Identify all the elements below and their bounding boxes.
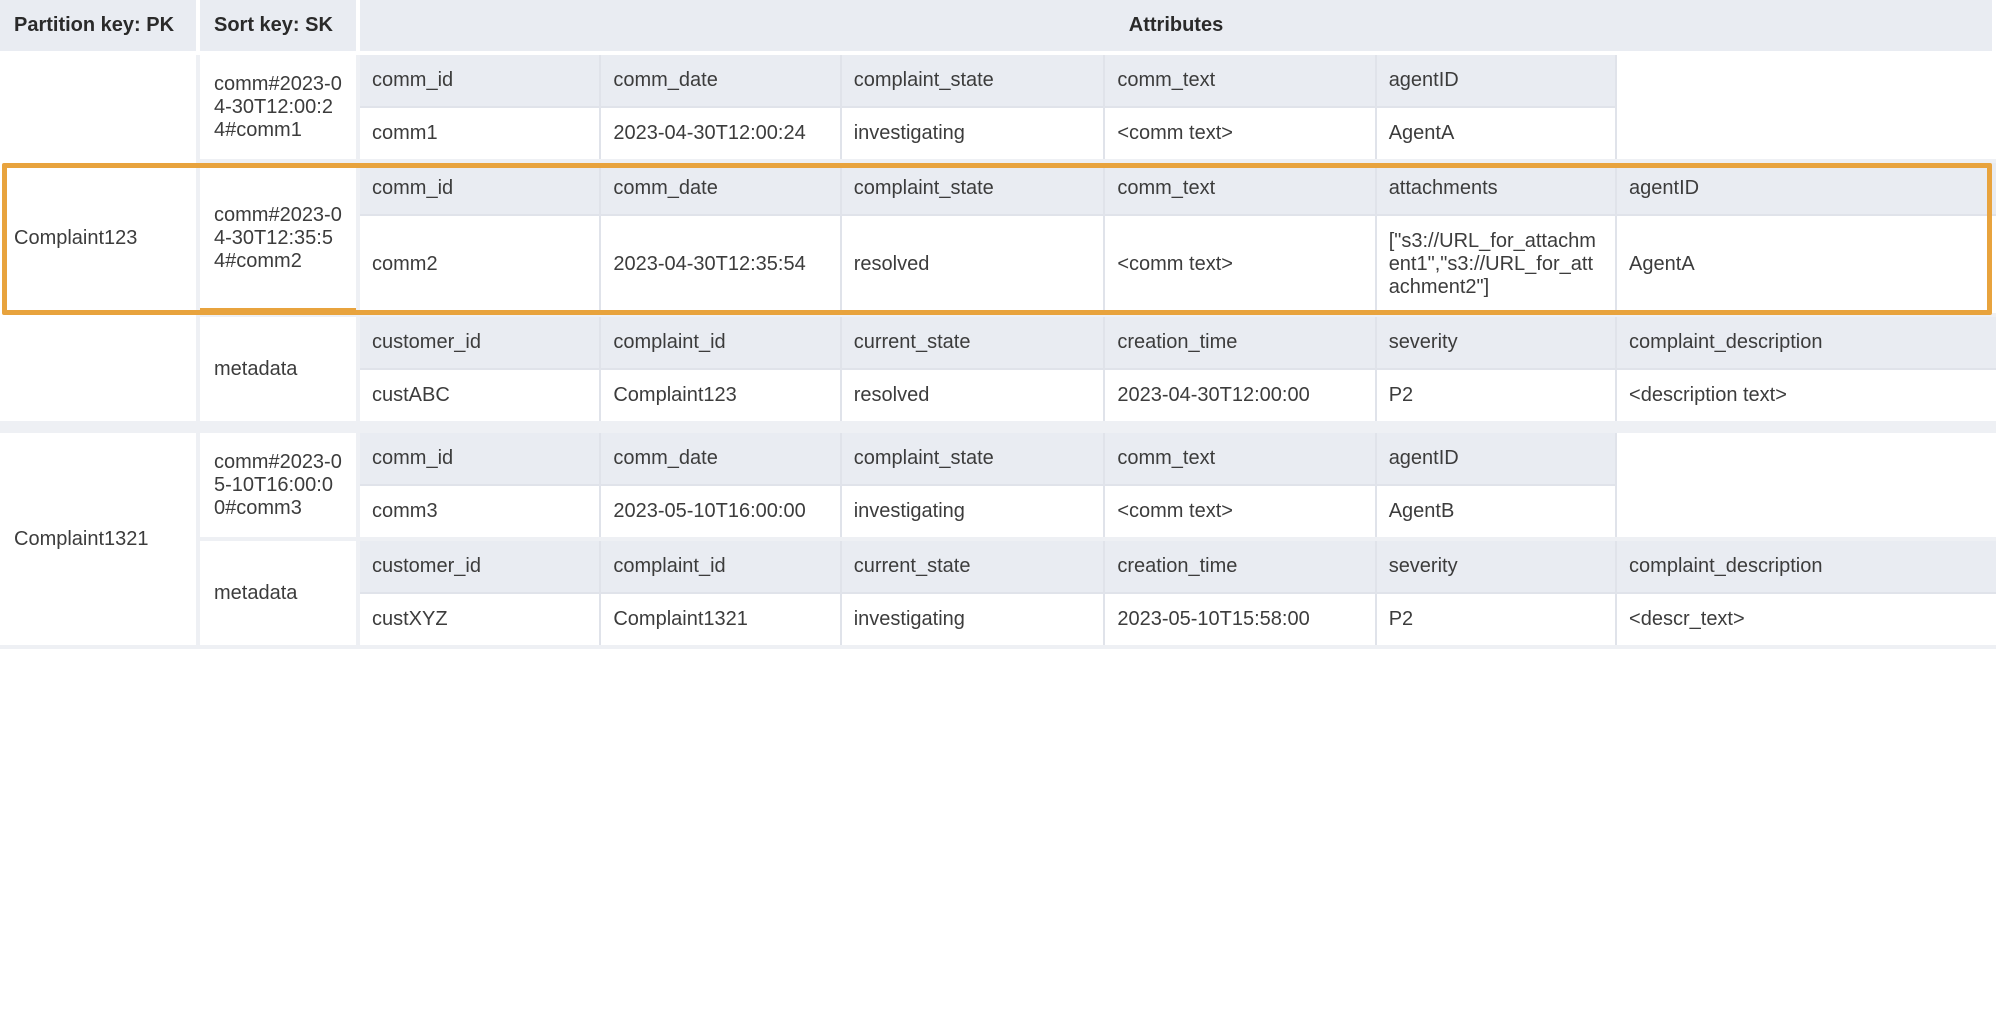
attr-header: complaint_state [841,433,1105,485]
attr-value: 2023-05-10T15:58:00 [1104,593,1375,645]
attr-value: 2023-04-30T12:00:24 [600,107,840,159]
attr-value: comm1 [360,107,600,159]
table-row: comm#2023-04-30T12:35:54#comm2comm_idcom… [0,163,1996,317]
attr-value: 2023-05-10T16:00:00 [600,485,840,537]
attr-value: <comm text> [1104,485,1375,537]
attr-header: comm_id [360,433,600,485]
attr-header: complaint_description [1616,317,1996,369]
table-header-row: Partition key: PK Sort key: SK Attribute… [0,0,1996,55]
sk-cell: comm#2023-04-30T12:35:54#comm2 [200,163,360,317]
attr-value [1616,485,1996,537]
attr-header: comm_id [360,163,600,215]
attr-header: agentID [1376,433,1616,485]
attr-value [1616,107,1996,159]
attr-header: current_state [841,541,1105,593]
attributes-cell: comm_idcomm_datecomplaint_statecomm_text… [360,163,1996,317]
header-attributes: Attributes [360,0,1996,55]
attr-header: comm_date [600,163,840,215]
attr-header-row: customer_idcomplaint_idcurrent_statecrea… [360,541,1996,593]
attr-header: complaint_id [600,317,840,369]
attr-value: 2023-04-30T12:00:00 [1104,369,1375,421]
attributes-cell: comm_idcomm_datecomplaint_statecomm_text… [360,55,1996,163]
attr-value: <comm text> [1104,107,1375,159]
sk-cell: metadata [200,541,360,649]
attr-value: Complaint1321 [600,593,840,645]
attr-value: custABC [360,369,600,421]
dynamodb-table: Partition key: PK Sort key: SK Attribute… [0,0,1996,649]
attr-value: comm3 [360,485,600,537]
attr-value: <descr_text> [1616,593,1996,645]
attr-header: customer_id [360,317,600,369]
sk-cell: comm#2023-05-10T16:00:00#comm3 [200,433,360,541]
attr-value: AgentA [1376,107,1616,159]
group-gap [0,425,1996,433]
attr-value-row: comm32023-05-10T16:00:00investigating<co… [360,485,1996,537]
attr-value: investigating [841,485,1105,537]
attr-header: comm_id [360,55,600,107]
table-row: metadatacustomer_idcomplaint_idcurrent_s… [0,541,1996,649]
attr-value: ["s3://URL_for_attachment1","s3://URL_fo… [1376,215,1616,313]
attr-value: investigating [841,593,1105,645]
attr-value: investigating [841,107,1105,159]
attr-header: complaint_state [841,163,1105,215]
attr-header: comm_text [1104,433,1375,485]
attr-value: custXYZ [360,593,600,645]
attr-header: creation_time [1104,317,1375,369]
attr-value-row: comm22023-04-30T12:35:54resolved<comm te… [360,215,1996,313]
table-row: metadatacustomer_idcomplaint_idcurrent_s… [0,317,1996,425]
attr-header: comm_date [600,433,840,485]
attr-value: AgentA [1616,215,1996,313]
attr-value-row: custABCComplaint123resolved2023-04-30T12… [360,369,1996,421]
attributes-cell: customer_idcomplaint_idcurrent_statecrea… [360,317,1996,425]
attr-header: comm_text [1104,55,1375,107]
attributes-cell: customer_idcomplaint_idcurrent_statecrea… [360,541,1996,649]
attr-value-row: custXYZComplaint1321investigating2023-05… [360,593,1996,645]
attr-header-row: customer_idcomplaint_idcurrent_statecrea… [360,317,1996,369]
pk-cell: Complaint1321 [0,433,200,649]
pk-cell: Complaint123 [0,55,200,425]
attr-header: comm_date [600,55,840,107]
attr-value: AgentB [1376,485,1616,537]
sk-cell: metadata [200,317,360,425]
attr-value: <description text> [1616,369,1996,421]
attr-header: comm_text [1104,163,1375,215]
attr-header: severity [1376,541,1616,593]
table-row: Complaint1321comm#2023-05-10T16:00:00#co… [0,433,1996,541]
attr-value: comm2 [360,215,600,313]
attr-value: resolved [841,215,1105,313]
attributes-cell: comm_idcomm_datecomplaint_statecomm_text… [360,433,1996,541]
attr-value: resolved [841,369,1105,421]
header-sk: Sort key: SK [200,0,360,55]
sk-cell: comm#2023-04-30T12:00:24#comm1 [200,55,360,163]
attr-header-row: comm_idcomm_datecomplaint_statecomm_text… [360,163,1996,215]
attr-header: current_state [841,317,1105,369]
attr-value: P2 [1376,593,1616,645]
attr-header-row: comm_idcomm_datecomplaint_statecomm_text… [360,55,1996,107]
attr-header: complaint_id [600,541,840,593]
attr-header [1616,433,1996,485]
table-row: Complaint123comm#2023-04-30T12:00:24#com… [0,55,1996,163]
attr-header: complaint_description [1616,541,1996,593]
attr-header: attachments [1376,163,1616,215]
attr-value: P2 [1376,369,1616,421]
attr-header: complaint_state [841,55,1105,107]
attr-header: customer_id [360,541,600,593]
attr-value: Complaint123 [600,369,840,421]
attr-value: 2023-04-30T12:35:54 [600,215,840,313]
attr-value: <comm text> [1104,215,1375,313]
attr-header: severity [1376,317,1616,369]
attr-value-row: comm12023-04-30T12:00:24investigating<co… [360,107,1996,159]
header-pk: Partition key: PK [0,0,200,55]
attr-header-row: comm_idcomm_datecomplaint_statecomm_text… [360,433,1996,485]
attr-header: creation_time [1104,541,1375,593]
attr-header: agentID [1376,55,1616,107]
attr-header [1616,55,1996,107]
attr-header: agentID [1616,163,1996,215]
